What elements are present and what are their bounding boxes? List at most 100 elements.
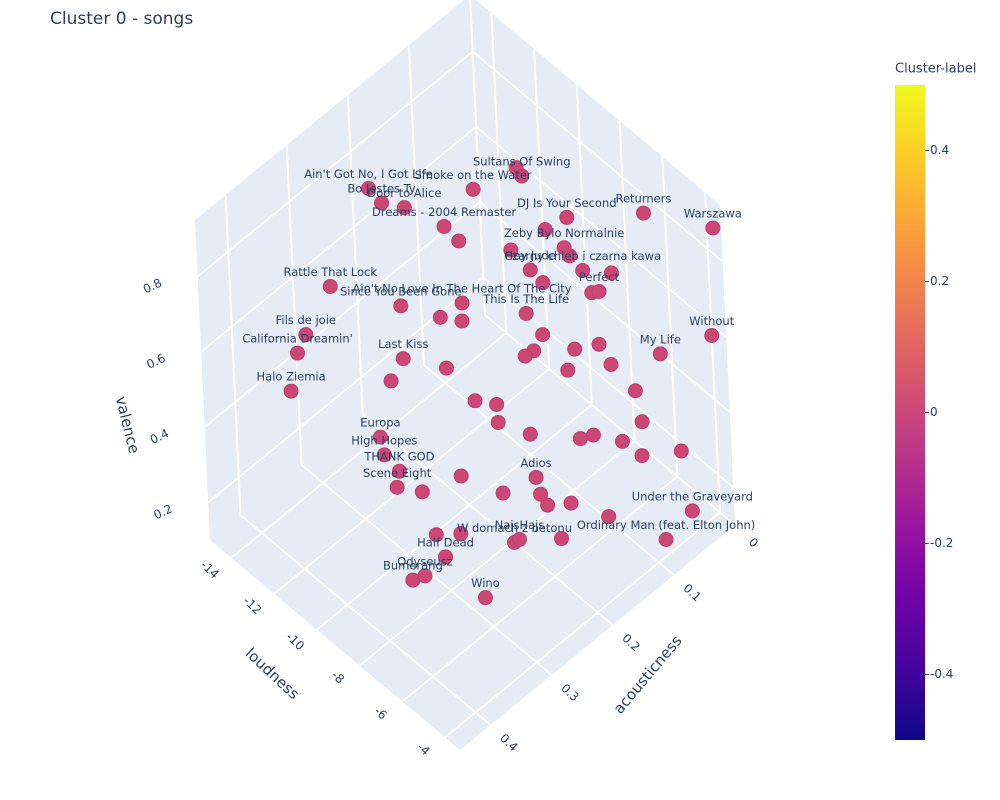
point-label: Bo Jestes Ty: [347, 181, 416, 195]
data-point: [560, 362, 576, 378]
grid-line: [533, 48, 551, 369]
point-label: Europa: [360, 416, 400, 430]
colorbar-tick-label: 0: [930, 405, 938, 419]
data-point: [372, 429, 388, 445]
point-label: My Life: [640, 332, 681, 346]
scene-panel: [210, 315, 735, 750]
data-point: [393, 298, 409, 314]
scene-points: Dreams - 2004 Remaster Ain't No Love In T…: [242, 154, 755, 606]
data-point: [428, 527, 444, 543]
data-point: [603, 265, 619, 281]
data-point: [603, 357, 619, 373]
grid-line: [285, 144, 303, 466]
data-point: [635, 205, 651, 221]
data-point: [453, 526, 469, 542]
point-label: Halo Ziemia: [257, 370, 326, 384]
data-point: [705, 220, 721, 236]
data-point: [438, 549, 454, 565]
y-tick-label: 0.3: [558, 681, 582, 704]
point-label: Dreams - 2004 Remaster: [372, 205, 516, 219]
data-point: [627, 383, 643, 399]
data-point: [396, 200, 412, 216]
data-point: [673, 443, 689, 459]
data-point: [414, 484, 430, 500]
colorbar-title: Cluster-label: [895, 62, 976, 77]
y-tick-label: 0: [746, 535, 761, 550]
data-point: [395, 351, 411, 367]
data-point: [652, 346, 668, 362]
point-label: Ain't No Love In The Heart Of The City: [352, 282, 571, 296]
point-label: Hey Jude: [505, 248, 556, 262]
data-point: [283, 383, 299, 399]
data-point: [389, 479, 405, 495]
point-label: Without: [689, 314, 734, 328]
point-label: Rattle That Lock: [284, 265, 378, 279]
data-point: [490, 414, 506, 430]
point-label: High Hopes: [351, 433, 417, 447]
x-tick-label: -4: [414, 740, 432, 758]
data-point: [391, 463, 407, 479]
x-tick-label: -6: [371, 704, 389, 722]
x-tick-label: -10: [283, 630, 307, 654]
data-point: [451, 233, 467, 249]
colorbar-ticks: -0.4 -0.2 0 0.2 0.4: [925, 143, 953, 681]
colorbar-tick-label: -0.2: [930, 536, 953, 550]
grid-line: [423, 364, 675, 576]
data-point: [322, 278, 338, 294]
data-point: [634, 448, 650, 464]
data-point: [383, 373, 399, 389]
x-tick-label: -8: [329, 668, 347, 686]
data-point: [432, 309, 448, 325]
data-point: [361, 180, 377, 196]
data-point: [518, 305, 534, 321]
point-label: Returners: [616, 192, 672, 206]
grid-line: [230, 332, 508, 559]
data-point: [511, 531, 527, 547]
grid-line: [575, 84, 593, 405]
point-label: Ordinary Man (feat. Elton John): [577, 518, 755, 532]
data-point: [517, 348, 533, 364]
point-label: Fils de joie: [276, 313, 336, 327]
grid-line: [197, 50, 474, 278]
point-label: Czarny chleb i czarna kawa: [504, 249, 661, 263]
grid-line: [469, 0, 486, 316]
data-point: [376, 447, 392, 463]
data-point: [514, 168, 530, 184]
grid-line: [444, 511, 721, 739]
point-label: Odyseusz: [397, 554, 453, 568]
data-point: [559, 209, 575, 225]
data-point: [454, 295, 470, 311]
point-label: Zeby Bylo Normalnie: [504, 226, 624, 240]
data-point: [556, 240, 572, 256]
point-label: Half Dead: [417, 535, 474, 549]
chart-title: Cluster 0 - songs: [50, 9, 193, 29]
y-tick-label: 0.1: [680, 581, 704, 604]
data-point: [522, 426, 538, 442]
grid-line: [346, 94, 364, 416]
point-label: THANK GOD: [363, 450, 434, 464]
data-point: [575, 263, 591, 279]
point-label: W domach z betonu: [457, 521, 572, 535]
data-point: [298, 327, 314, 343]
point-label: DJ Is Your Second: [517, 196, 616, 210]
data-point: [537, 222, 553, 238]
data-point: [658, 531, 674, 547]
scene-panel: [470, 0, 735, 525]
data-point: [601, 509, 617, 525]
colorbar: [895, 85, 925, 740]
point-label: Door to Alice: [367, 186, 441, 200]
data-point: [467, 393, 483, 409]
point-label: Since You Been Gone: [340, 284, 462, 298]
data-point: [417, 568, 433, 584]
data-point: [436, 218, 452, 234]
data-point: [454, 313, 470, 329]
grid-line: [316, 403, 593, 631]
colorbar-tick-label: -0.4: [930, 667, 953, 681]
y-tick-label: 0.4: [497, 731, 521, 754]
data-point: [477, 590, 493, 606]
grid-line: [407, 44, 425, 366]
x-axis-title: loudness: [242, 644, 303, 703]
point-label: Scene Eight: [363, 466, 432, 480]
